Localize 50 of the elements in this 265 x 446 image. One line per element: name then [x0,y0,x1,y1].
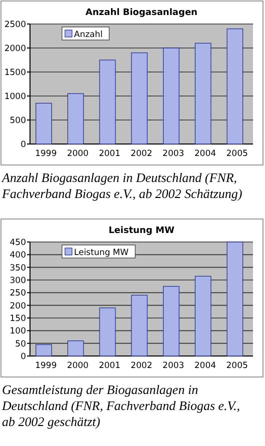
bar [67,93,84,144]
y-tick-label: 1000 [4,92,26,102]
y-tick-label: 0 [20,352,26,362]
x-tick-label: 2005 [226,149,248,159]
x-tick-label: 2004 [194,361,216,371]
y-tick-label: 1500 [4,68,26,78]
x-tick-label: 2004 [194,149,216,159]
x-tick-label: 2001 [98,149,120,159]
bar [163,48,180,144]
y-tick-label: 300 [10,276,26,286]
bar [163,286,180,356]
bar [226,242,244,356]
chart-title: Anzahl Biogasanlagen [86,8,198,18]
y-tick-label: 2500 [4,20,26,30]
x-tick-label: 2003 [162,149,184,159]
x-tick-label: 1999 [35,361,57,371]
x-tick-label: 2000 [66,149,89,159]
y-tick-label: 400 [10,250,26,261]
x-tick-label: 2000 [66,361,89,371]
bar [131,294,148,356]
y-tick-label: 0 [20,140,26,150]
bar [226,28,244,144]
text: Anzahl Biogasanlagen in Deutschland (FNR, Fachverband Biogas e.V., ab 2002 Schätzung) [1,170,242,201]
bar [194,276,212,356]
x-tick-label: 2002 [130,149,152,159]
y-tick-label: 250 [10,288,26,299]
y-tick-label: 450 [10,238,26,248]
x-tick-label: 2005 [226,361,248,371]
bar [99,308,116,356]
legend-label: Leistung MW [74,248,130,258]
y-tick-label: 150 [10,314,26,324]
bar [99,60,116,144]
y-tick-label: 200 [10,301,26,312]
legend-label: Anzahl [74,30,103,40]
y-tick-label: 100 [10,326,26,337]
y-tick-label: 2000 [4,44,26,54]
bar [67,340,84,356]
bar [131,52,148,144]
y-tick-label: 350 [10,263,26,274]
x-tick-label: 2001 [98,361,120,371]
x-tick-label: 1999 [35,149,57,159]
text: Gesamtleistung der Biogasanlagen in Deutschland (FNR, Fachverband Biogas e.V., ab 2002 geschätzt) [1,382,240,429]
x-tick-label: 2003 [162,361,184,371]
y-tick-label: 500 [10,116,26,126]
bar [36,344,52,356]
chart-title: Leistung MW [108,226,174,236]
y-tick-label: 50 [15,339,26,350]
bar [36,102,52,144]
x-tick-label: 2002 [130,361,152,371]
bar [194,42,212,144]
